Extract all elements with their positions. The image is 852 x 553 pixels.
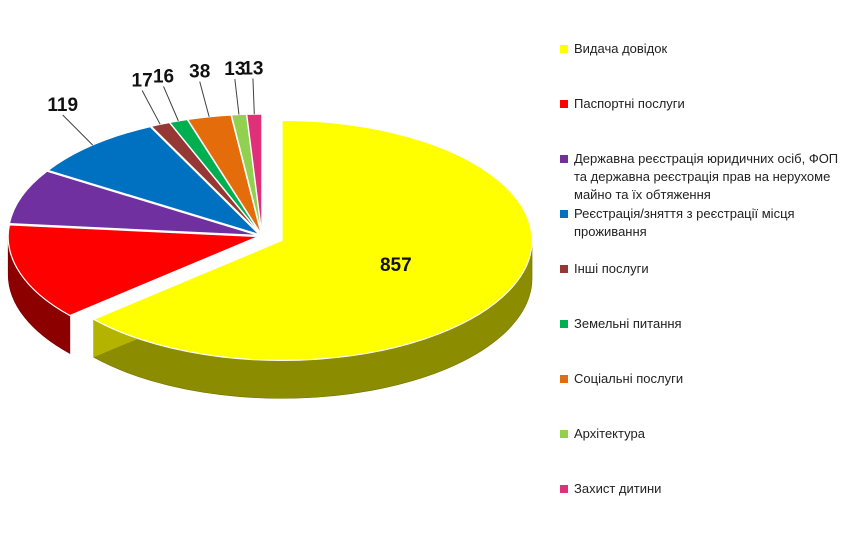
legend-item: Інші послуги <box>560 260 844 278</box>
slice-1 <box>7 224 259 317</box>
legend-swatch <box>560 430 568 438</box>
leader-line-7 <box>234 79 240 115</box>
legend-label: Державна реєстрація юридичних осіб, ФОП … <box>574 151 839 202</box>
legend-label: Захист дитини <box>574 481 662 496</box>
slice-0 <box>92 119 533 361</box>
value-label-5: 16 <box>153 66 174 87</box>
legend-item: Видача довідок <box>560 40 844 58</box>
slice-2 <box>8 170 259 236</box>
legend-item: Паспортні послуги <box>560 95 844 113</box>
slice-3 <box>46 125 260 236</box>
legend-swatch <box>560 320 568 328</box>
value-label-8: 13 <box>242 59 263 80</box>
legend-swatch <box>560 210 568 218</box>
leader-line-4 <box>141 90 161 125</box>
leader-line-5 <box>163 86 179 122</box>
legend-item: Державна реєстрація юридичних осіб, ФОП … <box>560 150 844 204</box>
value-label-6: 38 <box>189 62 210 83</box>
legend-label: Видача довідок <box>574 41 668 56</box>
legend-swatch <box>560 265 568 273</box>
leader-line-6 <box>199 81 210 117</box>
legend-swatch <box>560 45 568 53</box>
legend-label: Паспортні послуги <box>574 96 685 111</box>
legend-item: Земельні питання <box>560 315 844 333</box>
pie-tops <box>7 113 533 361</box>
legend-item: Захист дитини <box>560 480 844 498</box>
legend-label: Інші послуги <box>574 261 649 276</box>
value-label-3: 119 <box>47 95 78 116</box>
legend-label: Архітектура <box>574 426 645 441</box>
legend-swatch <box>560 155 568 163</box>
legend-swatch <box>560 375 568 383</box>
legend-swatch <box>560 100 568 108</box>
legend-label: Соціальні послуги <box>574 371 684 386</box>
legend-swatch <box>560 485 568 493</box>
value-label-0: 857 <box>380 255 412 276</box>
leader-line-3 <box>62 114 94 146</box>
pie-labels: 8571751001191716381313 <box>47 59 412 277</box>
value-label-4: 17 <box>132 71 153 92</box>
legend-item: Архітектура <box>560 425 844 443</box>
legend-item: Соціальні послуги <box>560 370 844 388</box>
legend-item: Реєстрація/зняття з реєстрації місця про… <box>560 205 844 241</box>
legend-label: Земельні питання <box>574 316 682 331</box>
value-label-7: 13 <box>224 59 245 80</box>
legend-label: Реєстрація/зняття з реєстрації місця про… <box>574 206 795 239</box>
leader-line-8 <box>252 78 255 115</box>
